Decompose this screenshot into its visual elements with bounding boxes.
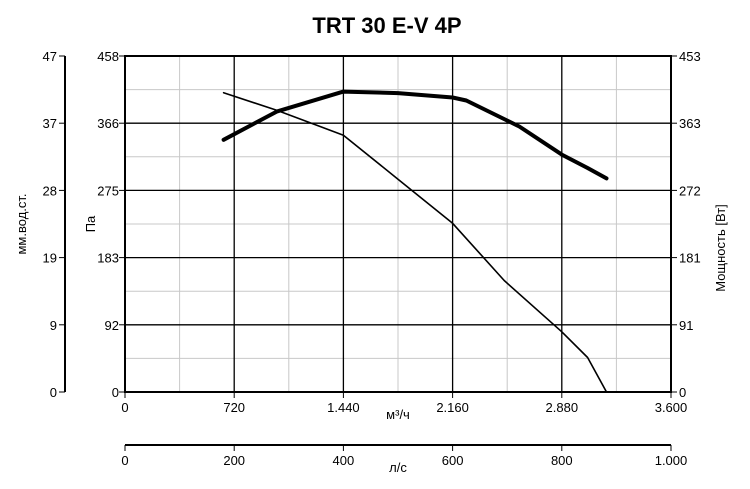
ls-tick-label: 400 <box>333 453 355 468</box>
y-tick-label-power: 272 <box>679 183 701 198</box>
y-tick-label-pa: 92 <box>105 318 119 333</box>
y-tick-label-pa: 366 <box>97 116 119 131</box>
mm-tick-label: 9 <box>50 318 57 333</box>
y-tick-label-pa: 458 <box>97 49 119 64</box>
ls-tick-label: 0 <box>121 453 128 468</box>
chart-title: TRT 30 E-V 4P <box>312 13 461 38</box>
y-tick-label-power: 453 <box>679 49 701 64</box>
ls-tick-label: 1.000 <box>655 453 688 468</box>
mm-tick-label: 28 <box>43 183 57 198</box>
y-tick-label-pa: 275 <box>97 183 119 198</box>
pressure-curve <box>222 91 608 393</box>
y-axis-pa-label: Па <box>83 215 98 232</box>
y-tick-label-power: 91 <box>679 318 693 333</box>
y-axis-mm-label: мм.вод.ст. <box>14 193 29 254</box>
x-tick-label: 2.160 <box>436 400 469 415</box>
ls-tick-label: 200 <box>223 453 245 468</box>
x-axis-ls-label: л/с <box>389 460 407 475</box>
mm-tick-label: 47 <box>43 49 57 64</box>
plot-frame <box>124 55 672 393</box>
ls-tick-label: 800 <box>551 453 573 468</box>
x-tick-label: 3.600 <box>655 400 688 415</box>
mm-tick-label: 37 <box>43 116 57 131</box>
series-layer <box>221 89 609 393</box>
x-axis-m3h-label: м³/ч <box>386 407 410 422</box>
power-curve <box>221 89 609 181</box>
y-tick-label-power: 181 <box>679 251 701 266</box>
ls-tick-label: 600 <box>442 453 464 468</box>
x-tick-label: 0 <box>121 400 128 415</box>
y-axis-power-label: Мощность [Вт] <box>713 204 728 292</box>
x-tick-label: 720 <box>223 400 245 415</box>
y-tick-label-power: 363 <box>679 116 701 131</box>
mm-tick-label: 0 <box>50 385 57 400</box>
x-tick-label: 1.440 <box>327 400 360 415</box>
y-tick-label-pa: 183 <box>97 251 119 266</box>
mm-water-axis: 0 9 19 28 37 47 <box>43 49 66 400</box>
x-tick-label: 2.880 <box>546 400 579 415</box>
y-tick-label-power: 0 <box>679 385 686 400</box>
y-tick-label-pa: 0 <box>112 385 119 400</box>
flow-axes: 0 200 400 600 800 1.000 <box>121 444 688 468</box>
mm-tick-label: 19 <box>43 251 57 266</box>
